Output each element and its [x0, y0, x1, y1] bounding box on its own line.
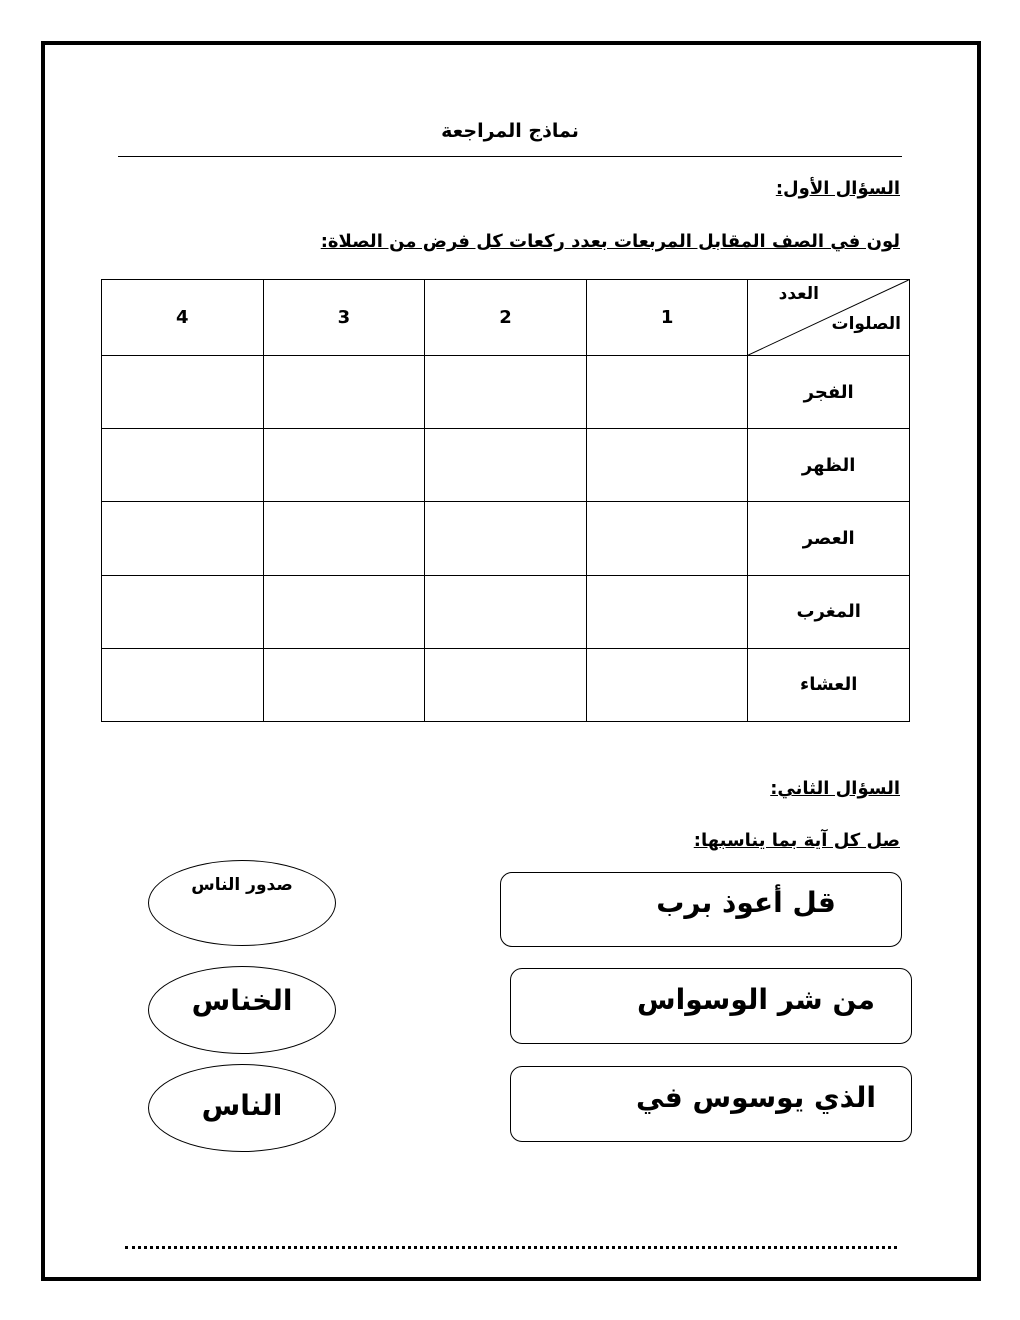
title-divider — [118, 156, 902, 157]
color-cell[interactable] — [585, 355, 749, 430]
verse-box[interactable]: الذي يوسوس في — [510, 1066, 912, 1142]
ending-text: الناس — [201, 1088, 283, 1122]
table-row: الظهر — [101, 428, 910, 503]
color-cell[interactable] — [585, 574, 749, 649]
color-cell[interactable] — [101, 647, 264, 723]
verse-text: من شر الوسواس — [637, 982, 875, 1016]
verse-text: الذي يوسوس في — [636, 1080, 876, 1114]
prayer-name: الظهر — [747, 428, 910, 503]
table-row: المغرب — [101, 574, 910, 649]
color-cell[interactable] — [424, 355, 587, 430]
page-title: نماذج المراجعة — [441, 120, 579, 142]
color-cell[interactable] — [585, 647, 749, 723]
corner-cell: العدد الصلوات — [747, 278, 910, 357]
prayer-rakat-table: العدد الصلوات 1 2 3 4 الفجر الظهر العصر … — [101, 278, 910, 723]
column-header: 3 — [262, 278, 426, 357]
table-row: العصر — [101, 501, 910, 576]
verse-text: قل أعوذ برب — [656, 886, 836, 919]
corner-label-count: العدد — [778, 284, 819, 304]
prayer-name: العصر — [747, 501, 910, 576]
question2-instruction: صل كل آية بما يناسبها: — [693, 830, 900, 851]
verse-box[interactable]: من شر الوسواس — [510, 968, 912, 1044]
question1-heading: السؤال الأول: — [775, 178, 900, 199]
table-header-row: العدد الصلوات 1 2 3 4 — [101, 278, 910, 357]
color-cell[interactable] — [101, 428, 264, 503]
ending-text: صدور الناس — [191, 875, 293, 895]
color-cell[interactable] — [262, 355, 426, 430]
color-cell[interactable] — [262, 428, 426, 503]
question1-instruction: لون في الصف المقابل المربعات بعدد ركعات … — [320, 231, 900, 252]
prayer-name: العشاء — [747, 647, 910, 723]
column-header: 2 — [424, 278, 587, 357]
ending-oval[interactable]: الناس — [148, 1064, 336, 1152]
question2-heading: السؤال الثاني: — [770, 778, 900, 799]
color-cell[interactable] — [101, 574, 264, 649]
color-cell[interactable] — [101, 355, 264, 430]
ending-text: الخناس — [191, 983, 293, 1017]
ending-oval[interactable]: صدور الناس — [148, 860, 336, 946]
color-cell[interactable] — [424, 647, 587, 723]
color-cell[interactable] — [424, 574, 587, 649]
color-cell[interactable] — [424, 501, 587, 576]
color-cell[interactable] — [585, 501, 749, 576]
table-row: العشاء — [101, 647, 910, 723]
prayer-name: الفجر — [747, 355, 910, 430]
prayer-name: المغرب — [747, 574, 910, 649]
table-row: الفجر — [101, 355, 910, 430]
color-cell[interactable] — [101, 501, 264, 576]
column-header: 4 — [101, 278, 264, 357]
page-border — [41, 41, 981, 1281]
color-cell[interactable] — [262, 501, 426, 576]
corner-label-prayers: الصلوات — [831, 314, 901, 334]
color-cell[interactable] — [262, 647, 426, 723]
diagonal-line — [748, 280, 909, 355]
color-cell[interactable] — [424, 428, 587, 503]
color-cell[interactable] — [262, 574, 426, 649]
color-cell[interactable] — [585, 428, 749, 503]
ending-oval[interactable]: الخناس — [148, 966, 336, 1054]
column-header: 1 — [585, 278, 749, 357]
verse-box[interactable]: قل أعوذ برب — [500, 872, 902, 947]
dotted-line — [125, 1246, 897, 1249]
